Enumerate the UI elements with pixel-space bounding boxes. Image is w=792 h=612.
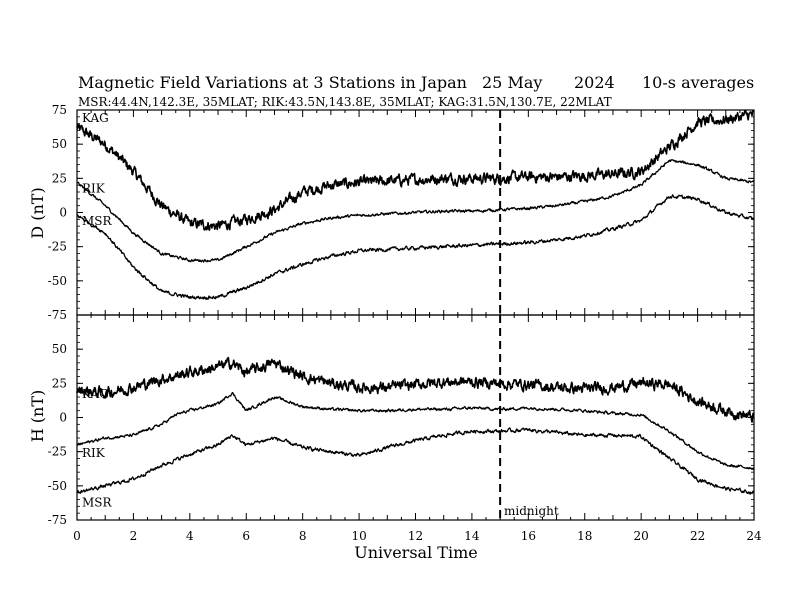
series-line-rik [76,159,755,263]
chart-averaging: 10-s averages [642,73,754,92]
x-tick-label: 12 [408,529,423,543]
x-tick-label: 14 [464,529,480,543]
y-tick-label: 0 [59,206,67,220]
y-tick-label: -50 [48,274,67,288]
x-tick-label: 8 [299,529,307,543]
y-tick-label: 25 [52,376,67,390]
series-line-kag [76,356,755,423]
series-line-kag [76,110,755,231]
x-tick-label: 10 [351,529,366,543]
panel-frame-bottom [76,314,755,521]
chart-year: 2024 [574,73,615,92]
series-label-msr: MSR [82,496,113,510]
x-tick-label: 6 [242,529,250,543]
x-tick-label: 24 [746,529,762,543]
series-label-msr: MSR [82,214,113,228]
midnight-label: midnight [504,504,559,518]
y-tick-label: -50 [48,479,67,493]
y-tick-label: 0 [59,411,67,425]
y-tick-label: 50 [52,342,67,356]
series-label-kag: KAG [82,111,109,125]
y-axis-label-h: H (nT) [28,390,47,443]
chart-title: Magnetic Field Variations at 3 Stations … [78,73,467,92]
x-tick-label: 4 [186,529,194,543]
y-axis-label-d: D (nT) [28,187,47,238]
x-tick-label: 16 [521,529,536,543]
y-tick-label: 25 [52,171,67,185]
y-tick-label: 50 [52,137,67,151]
y-tick-label: -75 [48,308,67,322]
series-label-rik: RIK [82,446,106,460]
x-tick-label: 18 [577,529,592,543]
station-list: MSR:44.4N,142.3E, 35MLAT; RIK:43.5N,143.… [78,95,612,109]
y-tick-label: 75 [52,103,67,117]
x-axis-label: Universal Time [354,543,477,562]
y-tick-label: -25 [48,240,67,254]
series-line-rik [76,391,755,471]
chart-date: 25 May [482,73,542,92]
y-tick-label: -75 [48,513,67,527]
series-label-rik: RIK [82,181,106,195]
series-line-msr [76,427,755,495]
x-tick-label: 2 [130,529,138,543]
x-tick-label: 22 [690,529,705,543]
x-tick-label: 0 [73,529,81,543]
series-label-kag: KAG [82,387,109,401]
series-line-msr [76,194,755,301]
y-tick-label: -25 [48,445,67,459]
x-tick-label: 20 [634,529,649,543]
